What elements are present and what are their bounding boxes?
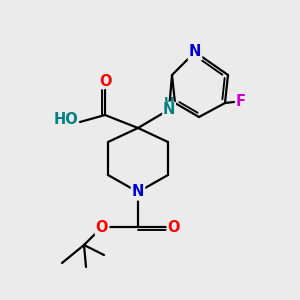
Text: N: N bbox=[189, 44, 201, 59]
Text: O: O bbox=[99, 74, 111, 88]
Text: N: N bbox=[132, 184, 144, 200]
Text: O: O bbox=[96, 220, 108, 235]
Text: HO: HO bbox=[54, 112, 78, 128]
Text: N: N bbox=[163, 103, 175, 118]
Text: H: H bbox=[164, 95, 174, 109]
Text: F: F bbox=[236, 94, 246, 109]
Text: O: O bbox=[168, 220, 180, 235]
